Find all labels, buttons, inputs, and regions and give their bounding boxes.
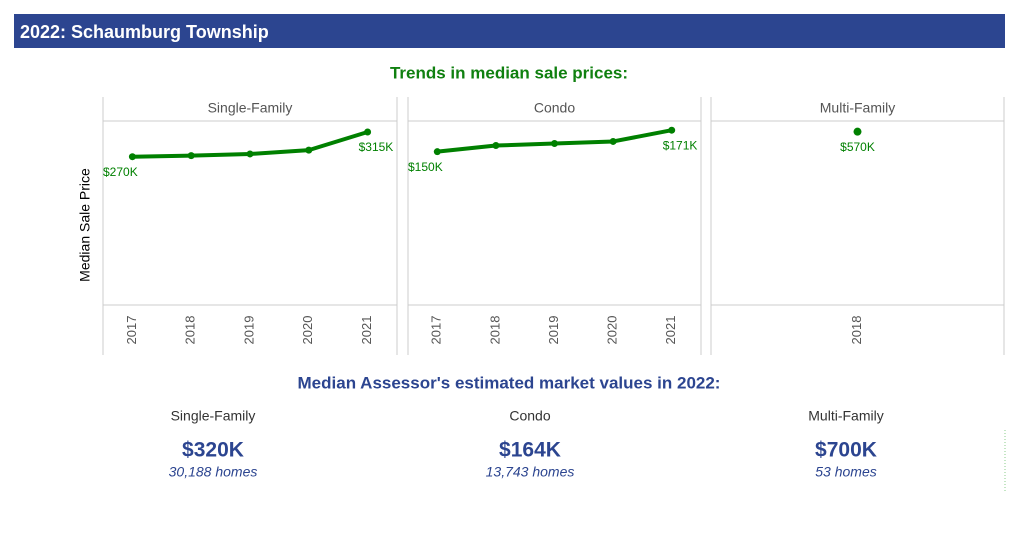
x-tick-label: 2018 [183, 316, 198, 345]
header-title: 2022: Schaumburg Township [20, 22, 269, 42]
summary-value: $164K [499, 439, 561, 462]
point [246, 150, 254, 158]
panel-title: Multi-Family [820, 100, 895, 116]
x-tick-label: 2018 [487, 316, 502, 345]
point [128, 153, 136, 161]
x-tick-label: 2019 [241, 316, 256, 345]
value-label: $150K [408, 160, 443, 174]
x-tick-label: 2021 [359, 316, 374, 345]
x-tick-label: 2018 [849, 316, 864, 345]
summary-label: Single-Family [171, 408, 256, 424]
summary-homes: 53 homes [815, 464, 876, 480]
value-label: $171K [663, 138, 698, 152]
point [668, 126, 676, 134]
summary-value: $700K [815, 439, 877, 462]
point [551, 139, 558, 147]
point [609, 137, 617, 145]
value-label: $315K [359, 140, 394, 154]
summary-homes: 30,188 homes [169, 464, 258, 480]
trends-title: Trends in median sale prices: [390, 63, 628, 82]
point [492, 142, 500, 150]
summary-title: Median Assessor's estimated market value… [298, 373, 721, 392]
value-label: $570K [840, 140, 875, 154]
x-tick-label: 2020 [605, 316, 620, 345]
point [305, 146, 313, 154]
x-tick-label: 2017 [429, 316, 444, 345]
summary-label: Multi-Family [808, 408, 883, 424]
x-tick-label: 2019 [546, 316, 561, 345]
summary-value: $320K [182, 439, 244, 462]
summary-homes: 13,743 homes [486, 464, 575, 480]
point [364, 128, 372, 136]
x-tick-label: 2020 [300, 316, 315, 345]
y-axis-label: Median Sale Price [77, 168, 93, 282]
panel-title: Single-Family [208, 100, 293, 116]
header-bar [14, 14, 1005, 48]
point [433, 148, 441, 156]
x-tick-label: 2021 [663, 316, 678, 345]
x-tick-label: 2017 [124, 316, 139, 345]
value-label: $270K [103, 165, 138, 179]
point [187, 152, 195, 160]
panel-title: Condo [534, 100, 575, 116]
summary-label: Condo [509, 408, 550, 424]
point [853, 127, 862, 136]
